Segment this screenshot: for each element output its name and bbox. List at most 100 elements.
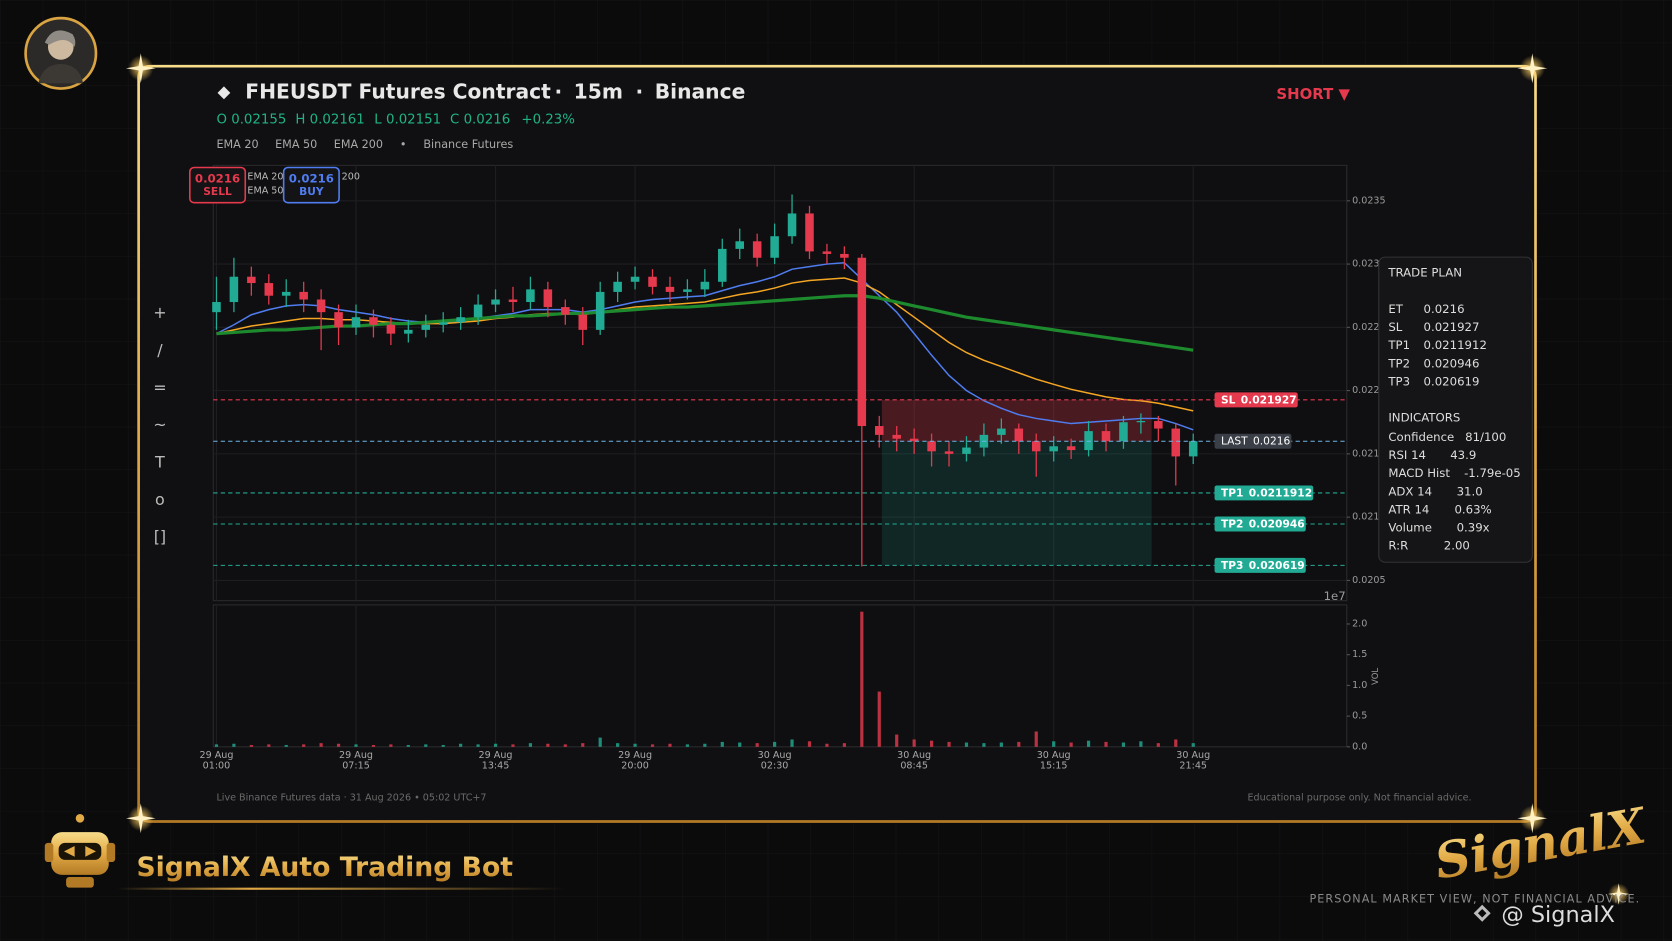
candle-body	[630, 276, 640, 282]
candle-body	[840, 253, 849, 258]
trade-plan-panel	[1378, 256, 1533, 563]
x-tick-label: 15:15	[1040, 761, 1068, 772]
ohlc-row: O 0.02155 H 0.02161 L 0.02151 C 0.0216 +0.23%	[216, 112, 574, 127]
volume-bar	[546, 743, 550, 747]
level-name: SL	[1221, 393, 1236, 406]
volume-bar	[895, 734, 899, 747]
level-name: TP3	[1221, 559, 1243, 572]
ohlc-item: C 0.0216	[450, 112, 510, 127]
volume-tick-label: 1.5	[1352, 649, 1367, 660]
candle-body	[648, 276, 657, 287]
candle-body	[1014, 428, 1024, 442]
handle: @ SignalX	[1501, 902, 1615, 928]
candle-body	[1049, 446, 1058, 452]
level-label-bg	[1214, 557, 1306, 573]
footer-right: Educational purpose only. Not financial …	[1248, 793, 1472, 804]
tool-button[interactable]: ~	[153, 415, 166, 434]
indicator-name: Volume	[1388, 521, 1432, 535]
indicator-name: MACD Hist	[1388, 466, 1450, 480]
plan-name: SL	[1388, 320, 1402, 334]
volume-bar	[511, 744, 515, 747]
candle-body	[526, 289, 535, 303]
level-value: 0.0211912	[1249, 486, 1312, 499]
tool-button[interactable]: +	[153, 303, 166, 322]
tool-button[interactable]: T	[154, 453, 165, 472]
level-name: TP2	[1221, 518, 1243, 531]
x-tick-label: 29 Aug	[479, 750, 513, 761]
y-tick-label: 0.0235	[1352, 195, 1386, 206]
volume-bar	[1052, 741, 1056, 747]
volume-tick-label: 0.0	[1352, 741, 1367, 752]
candle-body	[1031, 441, 1041, 452]
level-label-bg	[1214, 392, 1298, 408]
candle-body	[944, 451, 954, 454]
volume-bar	[476, 744, 480, 747]
level-value: 0.021927	[1241, 393, 1297, 406]
volume-bar	[1034, 731, 1038, 747]
volume-bar	[214, 744, 219, 747]
volume-bar	[1121, 742, 1126, 747]
candle-body	[438, 322, 448, 325]
volume-bar	[441, 744, 445, 747]
change: +0.23%	[521, 112, 575, 127]
x-tick-label: 20:00	[621, 761, 649, 772]
volume-bar	[1017, 741, 1021, 747]
order-price: 0.0216	[289, 172, 334, 186]
plan-name: TP3	[1387, 374, 1410, 388]
plan-name: TP1	[1387, 338, 1410, 352]
volume-bar	[650, 744, 655, 747]
ohlc-item: L 0.02151	[374, 112, 441, 127]
indicator-value: 2.00	[1444, 539, 1470, 553]
tool-button[interactable]: o	[155, 490, 165, 509]
volume-bar	[267, 744, 271, 747]
level-value: 0.020946	[1249, 518, 1305, 531]
candle-body	[508, 299, 518, 303]
candle-body	[892, 434, 901, 439]
tool-button[interactable]: =	[153, 378, 166, 397]
candle-body	[735, 241, 744, 249]
signal: SHORT ▼	[1276, 85, 1350, 103]
footer-left: Live Binance Futures data · 31 Aug 2026 …	[216, 793, 486, 804]
candle-body	[561, 307, 570, 315]
volume-bar	[424, 744, 428, 747]
volume-bar	[1156, 743, 1160, 747]
volume-bar	[703, 743, 707, 747]
tool-button[interactable]: []	[154, 527, 166, 546]
level-value: 0.0216	[1253, 435, 1290, 448]
indicator-name: RSI 14	[1388, 448, 1426, 462]
volume-bar	[738, 742, 742, 747]
volume-bar	[999, 742, 1003, 747]
level-label-bg	[1214, 516, 1306, 532]
x-tick-label: 30 Aug	[897, 750, 931, 761]
candle-body	[770, 236, 779, 258]
ohlc-label: C	[450, 112, 459, 127]
disclaimer: PERSONAL MARKET VIEW, NOT FINANCIAL ADVI…	[1309, 892, 1640, 905]
plan-name: ET	[1388, 302, 1403, 316]
order-price: 0.0216	[195, 172, 240, 186]
plan-value: 0.020619	[1424, 374, 1480, 388]
plan-name: TP2	[1387, 356, 1410, 370]
reward-zone	[881, 441, 1152, 566]
panel-title: INDICATORS	[1388, 411, 1460, 425]
interval: 15m	[574, 79, 623, 103]
candle-body	[1136, 420, 1146, 423]
volume-bar	[563, 744, 567, 747]
level-name: LAST	[1221, 435, 1248, 448]
volume-bar	[982, 743, 986, 747]
volume-bar	[1104, 741, 1108, 747]
ema-line	[216, 294, 1194, 352]
volume-pane	[212, 604, 1348, 748]
volume-bar	[825, 743, 829, 747]
volume-bar	[354, 744, 358, 747]
volume-bar	[964, 742, 969, 747]
tool-button[interactable]: /	[157, 341, 163, 360]
x-tick-label: 02:30	[761, 761, 789, 772]
y-tick-label: 0.0215	[1352, 448, 1386, 459]
order-side: SELL	[203, 185, 232, 198]
candle-body	[787, 213, 797, 237]
candle-body	[1066, 446, 1076, 451]
level-label: TP1 0.0211912	[1221, 486, 1312, 499]
